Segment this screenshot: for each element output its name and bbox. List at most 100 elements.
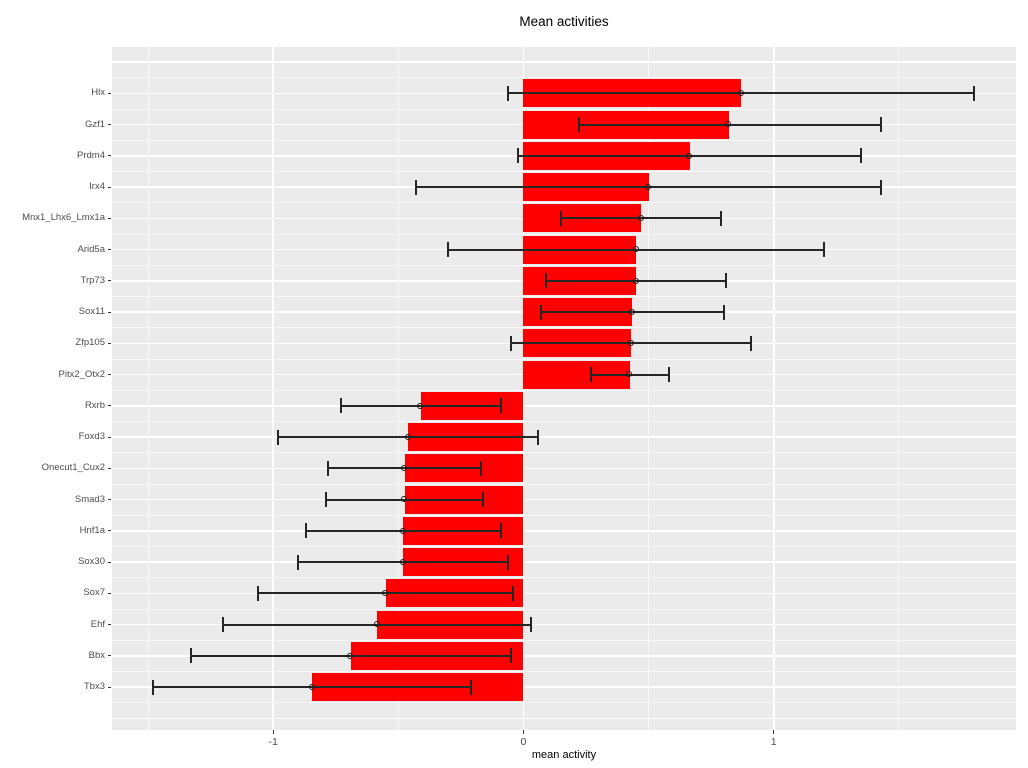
grid-minor-y bbox=[112, 77, 1016, 79]
error-bar-cap bbox=[509, 335, 512, 351]
mean-point bbox=[308, 683, 315, 690]
mean-point bbox=[686, 152, 693, 159]
mean-point bbox=[399, 558, 406, 565]
grid-minor-y bbox=[112, 608, 1016, 610]
error-bar-cap bbox=[499, 398, 502, 414]
grid-minor-y bbox=[112, 546, 1016, 548]
x-tick bbox=[522, 730, 525, 734]
error-bar-cap bbox=[327, 460, 330, 476]
error-bar-cap bbox=[447, 242, 450, 258]
y-tick-label: Irx4 bbox=[89, 181, 105, 193]
mean-point bbox=[627, 340, 634, 346]
y-tick bbox=[107, 124, 111, 126]
grid-minor-y bbox=[112, 452, 1016, 454]
error-bar-cap bbox=[559, 210, 562, 226]
y-tick bbox=[107, 155, 111, 157]
grid-minor-y bbox=[112, 202, 1016, 204]
grid-minor-y bbox=[112, 702, 1016, 704]
grid-major-y bbox=[112, 436, 1016, 438]
grid-minor-y bbox=[112, 108, 1016, 110]
error-bar-cap bbox=[537, 429, 540, 445]
grid-minor-y bbox=[112, 296, 1016, 298]
grid-minor-y bbox=[112, 514, 1016, 516]
error-bar-cap bbox=[509, 648, 512, 664]
error-bar-cap bbox=[499, 523, 502, 539]
plot-panel bbox=[112, 47, 1016, 730]
error-bar-cap bbox=[725, 273, 728, 289]
error-bar-cap bbox=[507, 554, 510, 570]
y-tick bbox=[107, 624, 111, 626]
grid-minor-y bbox=[112, 264, 1016, 266]
grid-major-y bbox=[112, 467, 1016, 470]
chart-title: Mean activities bbox=[519, 14, 609, 29]
mean-point bbox=[632, 246, 639, 253]
y-tick bbox=[107, 92, 111, 94]
grid-minor-y bbox=[112, 483, 1016, 485]
error-bar-cap bbox=[720, 210, 723, 226]
error-bar-cap bbox=[414, 179, 417, 195]
y-tick bbox=[107, 499, 111, 501]
error-bar-cap bbox=[529, 617, 532, 633]
mean-point bbox=[417, 402, 424, 409]
y-tick-label: Trp73 bbox=[80, 274, 105, 286]
y-tick-label: Mnx1_Lhx6_Lmx1a bbox=[22, 212, 105, 224]
x-axis-title: mean activity bbox=[531, 749, 597, 761]
mean-point bbox=[632, 277, 639, 284]
grid-major-y bbox=[112, 498, 1016, 501]
grid-minor-y bbox=[112, 671, 1016, 673]
error-bar-cap bbox=[750, 335, 753, 351]
error-bar-cap bbox=[822, 242, 825, 258]
y-tick-label: Onecut1_Cux2 bbox=[41, 462, 105, 474]
y-tick bbox=[107, 436, 111, 438]
error-bar-cap bbox=[189, 648, 192, 664]
y-tick-label: Rxrb bbox=[84, 399, 105, 411]
error-bar-cap bbox=[507, 85, 510, 101]
grid-major-y bbox=[112, 561, 1016, 563]
mean-point bbox=[401, 465, 408, 471]
error-bar-cap bbox=[544, 273, 547, 289]
y-tick bbox=[107, 280, 111, 282]
x-tick-label: 1 bbox=[770, 736, 777, 748]
grid-minor-y bbox=[112, 639, 1016, 641]
grid-minor-x bbox=[898, 47, 900, 730]
error-bar-cap bbox=[517, 148, 520, 164]
grid-minor-y bbox=[112, 358, 1016, 360]
grid-major-y bbox=[112, 530, 1016, 532]
x-tick-label: -1 bbox=[268, 736, 278, 748]
y-tick-label: Foxd3 bbox=[78, 431, 105, 443]
error-bar-cap bbox=[222, 617, 225, 633]
error-bar-cap bbox=[590, 367, 593, 383]
y-tick bbox=[107, 655, 111, 657]
y-tick bbox=[107, 217, 111, 219]
y-tick-label: Gzf1 bbox=[84, 118, 105, 130]
error-bar-cap bbox=[324, 492, 327, 508]
grid-minor-y bbox=[112, 139, 1016, 141]
grid-major-y bbox=[112, 61, 1016, 63]
grid-major-x bbox=[522, 47, 525, 730]
grid-minor-x bbox=[648, 47, 650, 730]
y-tick bbox=[107, 342, 111, 344]
grid-minor-x bbox=[147, 47, 149, 730]
grid-major-y bbox=[112, 592, 1016, 595]
y-tick-label: Arid5a bbox=[77, 243, 105, 255]
y-tick-label: Sox11 bbox=[78, 306, 105, 318]
y-tick bbox=[107, 405, 111, 407]
mean-point bbox=[382, 590, 389, 596]
error-bar-cap bbox=[304, 523, 307, 539]
x-tick bbox=[773, 730, 775, 734]
mean-point bbox=[373, 621, 380, 628]
error-bar-cap bbox=[577, 117, 580, 133]
y-tick-label: Sox30 bbox=[78, 556, 105, 568]
grid-major-y bbox=[112, 686, 1016, 688]
error-bar-cap bbox=[297, 554, 300, 570]
grid-major-y bbox=[112, 717, 1016, 720]
y-tick-label: Sox7 bbox=[83, 587, 105, 599]
y-tick-label: Prdm4 bbox=[77, 149, 105, 161]
grid-minor-y bbox=[112, 421, 1016, 423]
y-tick-label: Hlx bbox=[91, 87, 105, 99]
grid-minor-y bbox=[112, 327, 1016, 329]
y-tick bbox=[107, 249, 111, 251]
grid-minor-y bbox=[112, 233, 1016, 235]
error-bar-cap bbox=[479, 460, 482, 476]
y-tick-label: Hnf1a bbox=[79, 524, 105, 536]
